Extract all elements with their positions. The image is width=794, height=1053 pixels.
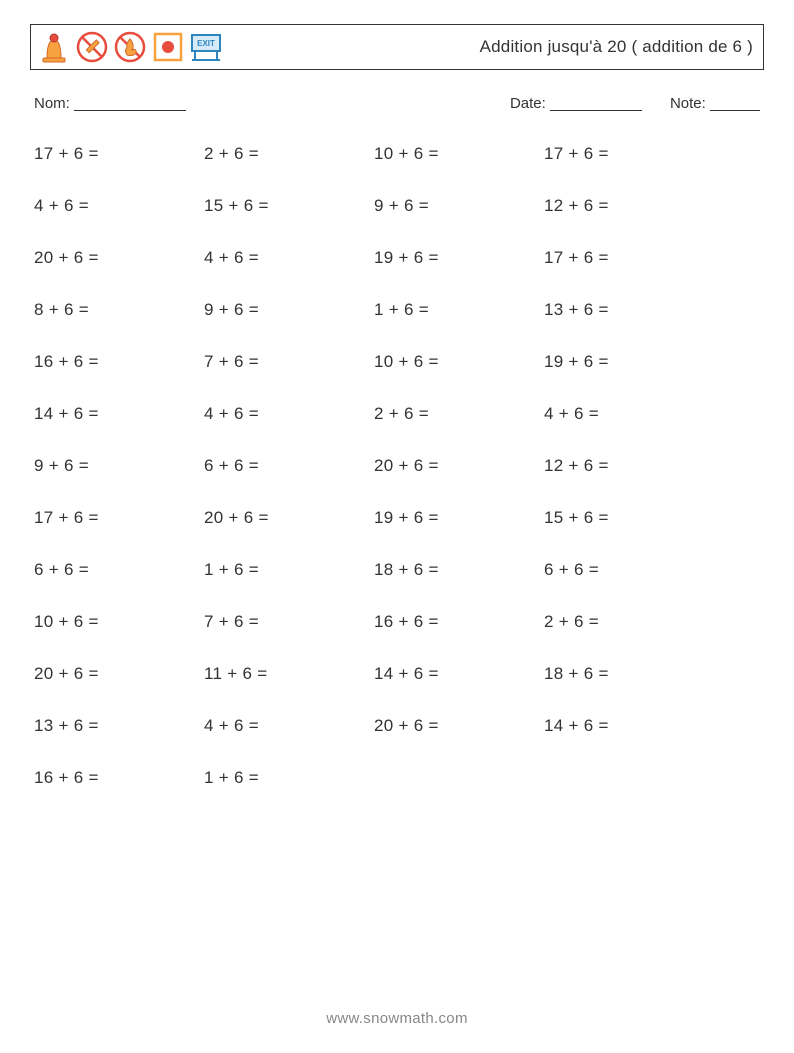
problem-row: 6 + 6 =1 + 6 =18 + 6 =6 + 6 =	[34, 560, 760, 580]
problem-cell: 20 + 6 =	[204, 508, 374, 528]
problem-cell: 20 + 6 =	[374, 716, 544, 736]
problem-cell: 4 + 6 =	[544, 404, 714, 424]
name-field: Nom:	[34, 92, 186, 112]
name-blank	[74, 95, 186, 111]
problem-cell: 10 + 6 =	[34, 612, 204, 632]
problem-cell: 16 + 6 =	[374, 612, 544, 632]
date-field: Date:	[510, 92, 642, 112]
problem-cell: 17 + 6 =	[34, 144, 204, 164]
problem-cell: 9 + 6 =	[34, 456, 204, 476]
problem-row: 20 + 6 =4 + 6 =19 + 6 =17 + 6 =	[34, 248, 760, 268]
problem-cell: 2 + 6 =	[374, 404, 544, 424]
name-label: Nom:	[34, 95, 70, 112]
problem-row: 16 + 6 =7 + 6 =10 + 6 =19 + 6 =	[34, 352, 760, 372]
date-label: Date:	[510, 95, 546, 112]
problem-cell: 8 + 6 =	[34, 300, 204, 320]
problem-row: 17 + 6 =20 + 6 =19 + 6 =15 + 6 =	[34, 508, 760, 528]
problem-cell: 1 + 6 =	[374, 300, 544, 320]
problem-cell: 18 + 6 =	[374, 560, 544, 580]
problem-row: 10 + 6 =7 + 6 =16 + 6 =2 + 6 =	[34, 612, 760, 632]
problem-cell: 10 + 6 =	[374, 352, 544, 372]
svg-text:EXIT: EXIT	[197, 39, 215, 48]
problem-cell: 17 + 6 =	[544, 248, 714, 268]
problem-row: 16 + 6 =1 + 6 =	[34, 768, 760, 788]
problem-cell: 17 + 6 =	[544, 144, 714, 164]
problem-cell: 7 + 6 =	[204, 612, 374, 632]
problem-cell: 16 + 6 =	[34, 352, 204, 372]
problem-cell: 9 + 6 =	[204, 300, 374, 320]
problem-cell: 2 + 6 =	[544, 612, 714, 632]
problem-cell: 14 + 6 =	[544, 716, 714, 736]
problem-cell: 11 + 6 =	[204, 664, 374, 684]
problem-cell: 1 + 6 =	[204, 768, 374, 788]
date-blank	[550, 95, 642, 111]
problem-cell: 19 + 6 =	[544, 352, 714, 372]
problem-cell: 4 + 6 =	[204, 248, 374, 268]
problem-cell: 12 + 6 =	[544, 456, 714, 476]
problem-cell: 15 + 6 =	[544, 508, 714, 528]
problem-cell: 6 + 6 =	[204, 456, 374, 476]
footer-url: www.snowmath.com	[0, 1010, 794, 1027]
problem-row: 8 + 6 =9 + 6 =1 + 6 =13 + 6 =	[34, 300, 760, 320]
no-flame-icon	[113, 30, 147, 64]
problem-cell: 6 + 6 =	[34, 560, 204, 580]
problem-cell: 13 + 6 =	[34, 716, 204, 736]
worksheet-title: Addition jusqu'à 20 ( addition de 6 )	[480, 37, 753, 57]
note-blank	[710, 95, 760, 111]
problem-cell: 20 + 6 =	[374, 456, 544, 476]
problem-cell: 12 + 6 =	[544, 196, 714, 216]
problem-cell: 19 + 6 =	[374, 508, 544, 528]
problem-cell: 17 + 6 =	[34, 508, 204, 528]
problem-row: 17 + 6 =2 + 6 =10 + 6 =17 + 6 =	[34, 144, 760, 164]
problem-cell: 2 + 6 =	[204, 144, 374, 164]
problem-cell: 7 + 6 =	[204, 352, 374, 372]
exit-sign-icon: EXIT	[189, 30, 223, 64]
problem-cell: 6 + 6 =	[544, 560, 714, 580]
alarm-icon	[37, 30, 71, 64]
problem-cell: 13 + 6 =	[544, 300, 714, 320]
record-icon	[151, 30, 185, 64]
problem-row: 20 + 6 =11 + 6 =14 + 6 =18 + 6 =	[34, 664, 760, 684]
problem-cell: 19 + 6 =	[374, 248, 544, 268]
problem-cell: 14 + 6 =	[34, 404, 204, 424]
problems-grid: 17 + 6 =2 + 6 =10 + 6 =17 + 6 =4 + 6 =15…	[30, 144, 764, 788]
info-row: Nom: Date: Note:	[30, 92, 764, 112]
problem-cell: 15 + 6 =	[204, 196, 374, 216]
note-label: Note:	[670, 95, 706, 112]
problem-cell: 16 + 6 =	[34, 768, 204, 788]
problem-row: 4 + 6 =15 + 6 =9 + 6 =12 + 6 =	[34, 196, 760, 216]
problem-cell: 20 + 6 =	[34, 248, 204, 268]
problem-cell: 4 + 6 =	[34, 196, 204, 216]
note-field: Note:	[670, 92, 760, 112]
problem-row: 14 + 6 =4 + 6 =2 + 6 =4 + 6 =	[34, 404, 760, 424]
no-pencil-icon	[75, 30, 109, 64]
problem-cell	[544, 768, 714, 788]
problem-cell: 14 + 6 =	[374, 664, 544, 684]
header-box: EXIT Addition jusqu'à 20 ( addition de 6…	[30, 24, 764, 70]
problem-cell: 10 + 6 =	[374, 144, 544, 164]
problem-row: 9 + 6 =6 + 6 =20 + 6 =12 + 6 =	[34, 456, 760, 476]
problem-row: 13 + 6 =4 + 6 =20 + 6 =14 + 6 =	[34, 716, 760, 736]
problem-cell: 18 + 6 =	[544, 664, 714, 684]
problem-cell: 4 + 6 =	[204, 404, 374, 424]
header-icons: EXIT	[37, 30, 223, 64]
problem-cell: 1 + 6 =	[204, 560, 374, 580]
problem-cell: 4 + 6 =	[204, 716, 374, 736]
problem-cell: 9 + 6 =	[374, 196, 544, 216]
problem-cell: 20 + 6 =	[34, 664, 204, 684]
problem-cell	[374, 768, 544, 788]
